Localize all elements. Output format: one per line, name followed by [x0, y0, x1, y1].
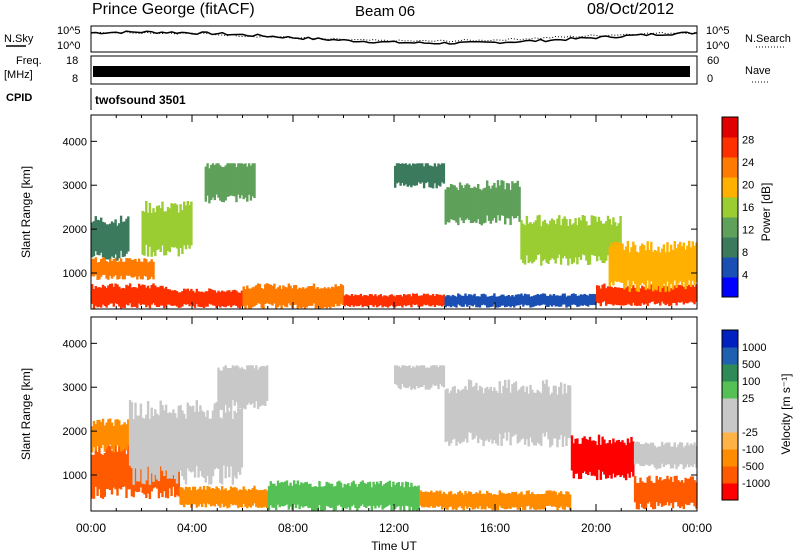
nsky-tick-bottom: 10^0	[57, 40, 81, 52]
colorbar-swatch	[722, 117, 738, 138]
velocity-colorbar: -1000 -500 -100 -25 25 100 500 1000	[722, 330, 770, 501]
power-ylabel: Slant Range [km]	[19, 166, 33, 258]
x-axis-title: Time UT	[371, 539, 417, 553]
nsky-trace	[91, 31, 697, 44]
power-colorbar: 4 8 12 16 20 24 28	[722, 117, 754, 298]
colorbar-tick-label: -25	[742, 427, 758, 439]
beam-label: Beam 06	[355, 3, 415, 20]
colorbar-swatch	[722, 197, 738, 218]
heatmap-cell	[443, 366, 445, 388]
time-axis-labels: 00:00 04:00 08:00 12:00 16:00 20:00 00:00	[76, 521, 712, 535]
heatmap-cell	[190, 202, 192, 246]
velocity-ylabel: Slant Range [km]	[19, 368, 33, 460]
freq-label: Freq.	[16, 55, 42, 67]
freq-trace	[93, 66, 690, 77]
y-tick-label: 3000	[63, 180, 87, 192]
nave-label: Nave	[745, 65, 771, 77]
nsky-panel-frame	[91, 26, 697, 52]
colorbar-swatch	[722, 157, 738, 178]
colorbar-swatch	[722, 483, 738, 501]
velocity-heatmap	[91, 365, 698, 511]
heatmap-cell	[266, 365, 268, 401]
colorbar-swatch	[722, 330, 738, 348]
nave-tick-bottom: 0	[707, 73, 713, 85]
heatmap-cell	[241, 402, 243, 468]
heatmap-cell	[569, 386, 571, 439]
colorbar-tick-label: 100	[742, 376, 760, 388]
y-tick-label: 4000	[63, 136, 87, 148]
x-tick-label: 04:00	[177, 521, 207, 535]
colorbar-swatch	[722, 257, 738, 278]
colorbar-tick-label: -1000	[742, 478, 770, 490]
colorbar-swatch	[722, 466, 738, 484]
nsearch-tick-bottom: 10^0	[706, 40, 730, 52]
colorbar-swatch	[722, 415, 738, 433]
x-tick-label: 20:00	[581, 521, 611, 535]
y-tick-label: 1000	[63, 268, 87, 280]
nsky-tick-top: 10^5	[57, 25, 81, 37]
heatmap-cell	[443, 163, 445, 183]
heatmap-cell	[253, 163, 255, 198]
colorbar-tick-label: 25	[742, 393, 754, 405]
colorbar-swatch	[722, 364, 738, 382]
freq-tick-top: 18	[66, 55, 78, 67]
colorbar-tick-label: 20	[742, 180, 754, 192]
colorbar-swatch	[722, 137, 738, 158]
colorbar-swatch	[722, 177, 738, 198]
freq-tick-bottom: 8	[72, 73, 78, 85]
colorbar-swatch	[722, 237, 738, 258]
colorbar-swatch	[722, 398, 738, 416]
colorbar-swatch	[722, 432, 738, 450]
colorbar-tick-label: -500	[742, 461, 764, 473]
colorbar-swatch	[722, 347, 738, 365]
colorbar-tick-label: 28	[742, 135, 754, 147]
heatmap-cell	[127, 216, 129, 251]
x-tick-label: 08:00	[278, 521, 308, 535]
colorbar-swatch	[722, 449, 738, 467]
date-label: 08/Oct/2012	[587, 1, 674, 18]
y-tick-label: 1000	[63, 470, 87, 482]
colorbar-swatch	[722, 381, 738, 399]
velocity-panel: 1000200030004000 Slant Range [km] -1000-…	[19, 317, 793, 511]
freq-unit: [MHz]	[4, 69, 33, 81]
power-colorbar-label: Power [dB]	[759, 183, 773, 242]
heatmap-cell	[569, 494, 571, 509]
y-tick-label: 2000	[63, 426, 87, 438]
heatmap-cell	[152, 262, 154, 280]
station-title: Prince George (fitACF)	[92, 1, 255, 18]
nsearch-label: N.Search	[745, 33, 791, 45]
nsearch-tick-top: 10^5	[706, 25, 730, 37]
colorbar-tick-label: 8	[742, 247, 748, 259]
colorbar-tick-label: 4	[742, 270, 748, 282]
colorbar-tick-label: 12	[742, 225, 754, 237]
nsky-label: N.Sky	[4, 33, 34, 45]
y-tick-label: 3000	[63, 382, 87, 394]
y-tick-label: 2000	[63, 224, 87, 236]
colorbar-tick-label: 1000	[742, 342, 766, 354]
nave-tick-top: 60	[707, 55, 719, 67]
power-heatmap	[91, 163, 698, 309]
colorbar-tick-label: -100	[742, 444, 764, 456]
x-tick-label: 00:00	[76, 521, 106, 535]
colorbar-swatch	[722, 217, 738, 238]
heatmap-cell	[518, 187, 520, 222]
colorbar-swatch	[722, 277, 738, 298]
colorbar-tick-label: 500	[742, 359, 760, 371]
x-tick-label: 12:00	[379, 521, 409, 535]
colorbar-tick-label: 16	[742, 202, 754, 214]
colorbar-tick-label: 24	[742, 157, 754, 169]
x-tick-label: 16:00	[480, 521, 510, 535]
cpid-value: twofsound 3501	[95, 93, 186, 107]
power-panel: 1000 2000 3000 4000 Slant Range [km] 4 8 12 16…	[19, 115, 773, 309]
cpid-label: CPID	[6, 92, 32, 104]
x-tick-label: 00:00	[682, 521, 712, 535]
y-tick-label: 4000	[63, 338, 87, 350]
velocity-colorbar-label: Velocity [m s⁻¹]	[779, 373, 793, 454]
